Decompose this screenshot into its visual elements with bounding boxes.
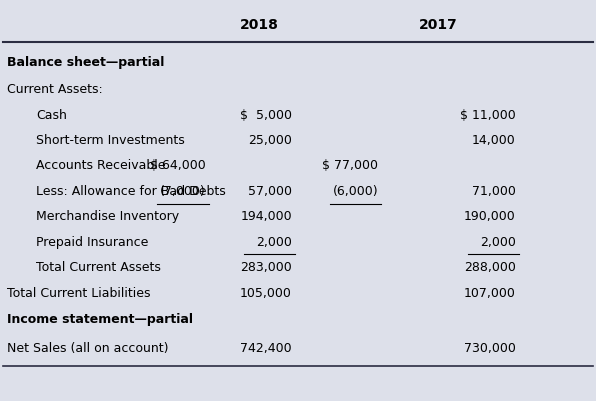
Text: (6,000): (6,000) (333, 185, 378, 198)
Text: 194,000: 194,000 (240, 210, 292, 223)
Text: Merchandise Inventory: Merchandise Inventory (36, 210, 179, 223)
Text: Cash: Cash (36, 109, 67, 122)
Text: 2018: 2018 (240, 18, 279, 32)
Text: $ 11,000: $ 11,000 (460, 109, 516, 122)
Text: $ 64,000: $ 64,000 (150, 159, 206, 172)
Text: 2,000: 2,000 (256, 236, 292, 249)
Text: Less: Allowance for Bad Debts: Less: Allowance for Bad Debts (36, 185, 225, 198)
Text: Net Sales (all on account): Net Sales (all on account) (7, 342, 169, 355)
Text: 288,000: 288,000 (464, 261, 516, 274)
Text: (7,000): (7,000) (160, 185, 206, 198)
Text: 2,000: 2,000 (480, 236, 516, 249)
Text: Short-term Investments: Short-term Investments (36, 134, 185, 147)
Text: $  5,000: $ 5,000 (240, 109, 292, 122)
Text: Accounts Receivable: Accounts Receivable (36, 159, 165, 172)
Text: 730,000: 730,000 (464, 342, 516, 355)
Text: 283,000: 283,000 (240, 261, 292, 274)
Text: 742,400: 742,400 (240, 342, 292, 355)
Text: Prepaid Insurance: Prepaid Insurance (36, 236, 148, 249)
Text: 25,000: 25,000 (248, 134, 292, 147)
Text: 57,000: 57,000 (248, 185, 292, 198)
Text: 2017: 2017 (418, 18, 458, 32)
Text: Income statement—partial: Income statement—partial (7, 314, 193, 326)
Text: Total Current Liabilities: Total Current Liabilities (7, 287, 151, 300)
Text: 107,000: 107,000 (464, 287, 516, 300)
Text: 14,000: 14,000 (472, 134, 516, 147)
Text: Balance sheet—partial: Balance sheet—partial (7, 56, 164, 69)
Text: Current Assets:: Current Assets: (7, 83, 103, 95)
Text: 190,000: 190,000 (464, 210, 516, 223)
Text: $ 77,000: $ 77,000 (322, 159, 378, 172)
Text: Total Current Assets: Total Current Assets (36, 261, 161, 274)
Text: 105,000: 105,000 (240, 287, 292, 300)
Text: 71,000: 71,000 (471, 185, 516, 198)
